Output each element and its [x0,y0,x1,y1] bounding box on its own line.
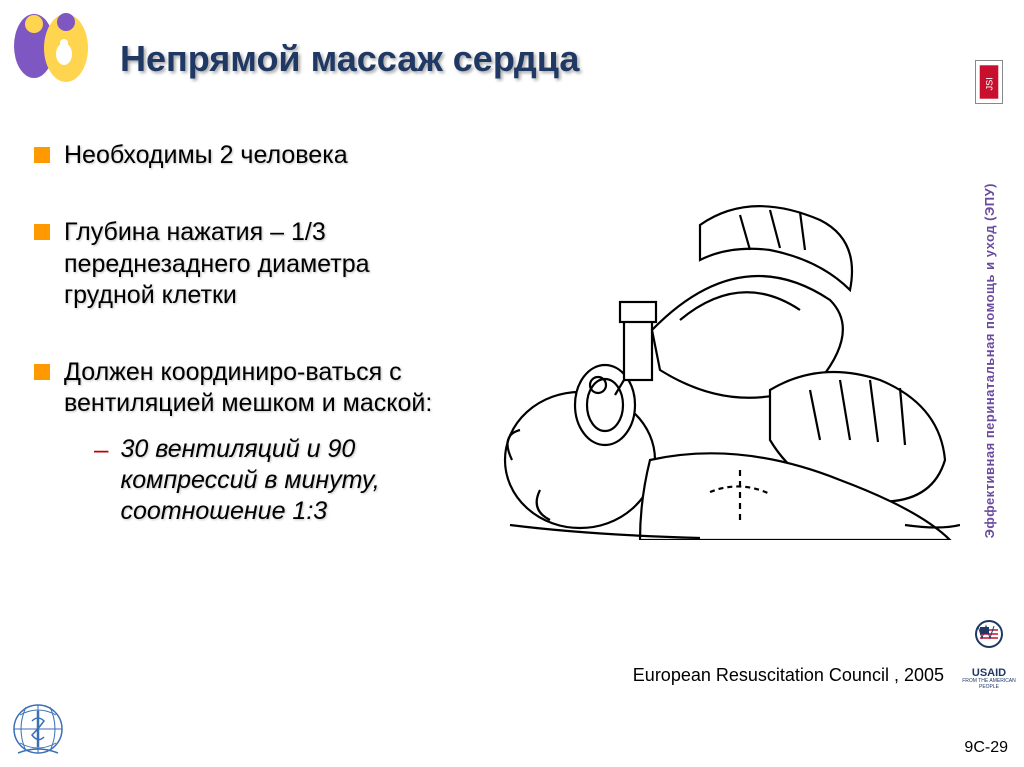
bullet-text: Глубина нажатия – 1/3 переднезаднего диа… [64,217,444,311]
jsi-text: JSI [985,77,995,90]
mother-child-logo [10,8,100,83]
citation-text: European Resuscitation Council , 2005 [633,665,944,686]
bullet-marker [34,224,50,240]
bullet-text: Должен координиро-ваться с вентиляцией м… [64,357,444,420]
jsi-logo: JSI [975,60,1003,104]
sidebar-vertical-text: Эффективная перинатальная помощь и уход … [982,183,997,538]
bullet-text: Необходимы 2 человека [64,140,348,171]
slide-number: 9C-29 [964,739,1008,757]
bullet-item: Глубина нажатия – 1/3 переднезаднего диа… [34,217,444,311]
bullet-item: Необходимы 2 человека [34,140,444,171]
bullet-item: Должен координиро-ваться с вентиляцией м… [34,357,444,420]
bullet-list: Необходимы 2 человека Глубина нажатия – … [34,140,444,527]
right-sidebar: JSI Эффективная перинатальная помощь и у… [962,60,1016,690]
bullet-marker [34,364,50,380]
slide-title: Непрямой массаж сердца [120,38,579,80]
usaid-logo: USAID FROM THE AMERICAN PEOPLE [962,618,1016,690]
bullet-marker [34,147,50,163]
usaid-sublabel: FROM THE AMERICAN PEOPLE [962,679,1016,690]
dash-marker: – [94,434,108,528]
who-logo [12,703,64,755]
sub-bullet: – 30 вентиляций и 90 компрессий в минуту… [94,434,444,528]
cpr-illustration [440,180,960,540]
sub-bullet-text: 30 вентиляций и 90 компрессий в минуту, … [120,434,444,528]
